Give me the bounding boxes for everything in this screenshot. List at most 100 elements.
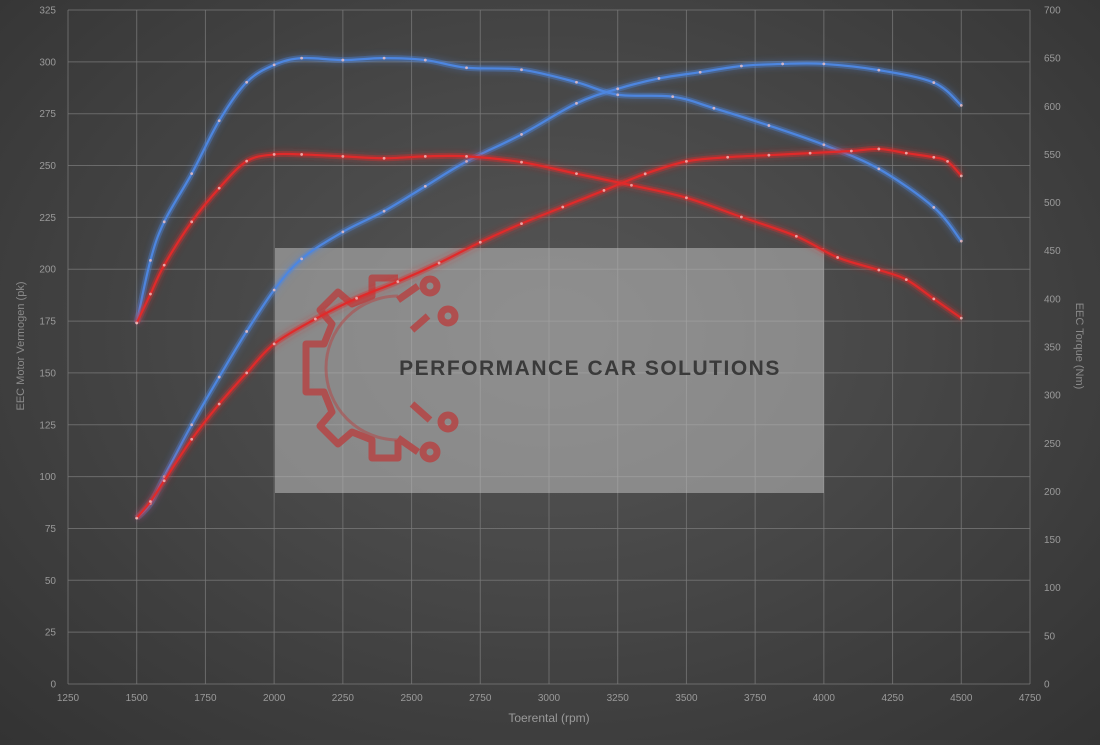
data-point: [767, 124, 771, 127]
y2-tick-label: 450: [1044, 246, 1061, 257]
y-tick-label: 150: [39, 368, 56, 379]
x-tick-label: 2750: [469, 693, 492, 704]
data-point: [245, 80, 249, 84]
data-point: [602, 189, 606, 192]
data-point: [767, 153, 771, 157]
data-point: [822, 62, 826, 66]
x-tick-label: 4750: [1019, 693, 1042, 704]
data-point: [190, 220, 194, 224]
data-point: [904, 151, 908, 155]
y-tick-label: 50: [45, 576, 57, 587]
data-point: [162, 263, 166, 267]
data-point: [932, 205, 936, 209]
y-tick-label: 75: [45, 524, 57, 535]
y2-tick-label: 250: [1044, 439, 1061, 450]
data-point: [245, 159, 249, 163]
x-tick-label: 3000: [538, 693, 561, 704]
data-point: [217, 402, 221, 406]
y-axis-label: EEC Motor Vermogen (pk): [15, 282, 27, 411]
y-tick-label: 100: [39, 472, 56, 483]
data-point: [355, 296, 358, 300]
y-tick-label: 200: [39, 265, 56, 276]
grid: [67, 9, 1031, 685]
y2-tick-label: 400: [1044, 294, 1061, 305]
data-point: [149, 258, 152, 262]
data-point: [781, 62, 785, 66]
data-point: [836, 256, 839, 259]
watermark-panel: [275, 248, 824, 493]
data-point: [245, 330, 249, 333]
data-point: [959, 316, 963, 320]
data-point: [272, 63, 276, 67]
data-point: [685, 159, 688, 163]
data-point: [630, 183, 633, 187]
data-point: [575, 101, 578, 105]
y-tick-label: 300: [39, 57, 56, 68]
data-point: [643, 172, 647, 176]
data-point: [341, 230, 345, 234]
data-point: [616, 87, 620, 91]
data-point: [794, 234, 798, 238]
data-point: [740, 215, 743, 219]
y-tick-label: 325: [39, 6, 56, 17]
x-tick-label: 3250: [607, 693, 630, 704]
data-point: [382, 156, 386, 160]
data-point: [465, 159, 468, 163]
data-point: [698, 70, 702, 74]
y-tick-label: 250: [39, 161, 56, 172]
data-point: [959, 103, 963, 107]
data-point: [149, 292, 152, 296]
data-point: [190, 437, 194, 441]
series-line: [135, 147, 963, 519]
data-point: [300, 153, 304, 156]
data-point: [190, 172, 194, 176]
x-tick-label: 2000: [263, 693, 286, 704]
data-point: [877, 167, 881, 171]
data-point: [575, 172, 578, 176]
data-point: [423, 154, 427, 158]
data-point: [300, 56, 304, 60]
data-point: [932, 297, 936, 301]
data-point: [959, 239, 963, 243]
x-tick-label: 1250: [57, 693, 80, 704]
data-point: [341, 58, 345, 62]
x-tick-label: 1750: [194, 693, 217, 704]
x-tick-label: 2500: [400, 693, 423, 704]
data-point: [423, 58, 427, 62]
data-point: [313, 317, 317, 321]
y2-tick-label: 650: [1044, 54, 1061, 65]
y2-tick-label: 600: [1044, 102, 1061, 113]
data-point: [946, 159, 949, 163]
y2-tick-label: 500: [1044, 198, 1061, 209]
data-point: [217, 186, 221, 190]
data-point: [561, 205, 565, 209]
data-point: [162, 479, 166, 483]
data-point: [382, 209, 386, 213]
data-point: [904, 278, 908, 281]
data-point: [465, 154, 468, 158]
x-tick-label: 4000: [813, 693, 836, 704]
y-tick-label: 25: [45, 628, 57, 639]
data-point: [217, 119, 221, 123]
data-point: [437, 261, 441, 265]
data-point: [217, 375, 221, 379]
y2-tick-label: 100: [1044, 583, 1061, 594]
data-point: [465, 66, 468, 70]
y2-tick-label: 300: [1044, 391, 1061, 402]
data-point: [272, 288, 276, 292]
data-point: [149, 500, 152, 503]
x-axis-label: Toerental (rpm): [508, 711, 589, 725]
data-point: [245, 371, 249, 375]
y2-tick-label: 550: [1044, 150, 1061, 161]
y-tick-label: 125: [39, 420, 56, 431]
series: [133, 54, 964, 521]
y2-tick-label: 0: [1044, 680, 1050, 691]
y2-axis-label: EEC Torque (Nm): [1073, 303, 1085, 390]
y2-tick-label: 200: [1044, 487, 1061, 498]
x-tick-label: 3500: [675, 693, 698, 704]
data-point: [740, 64, 743, 68]
data-point: [478, 240, 482, 244]
data-point: [575, 80, 578, 84]
x-tick-label: 3750: [744, 693, 767, 704]
x-tick-label: 4250: [881, 693, 904, 704]
